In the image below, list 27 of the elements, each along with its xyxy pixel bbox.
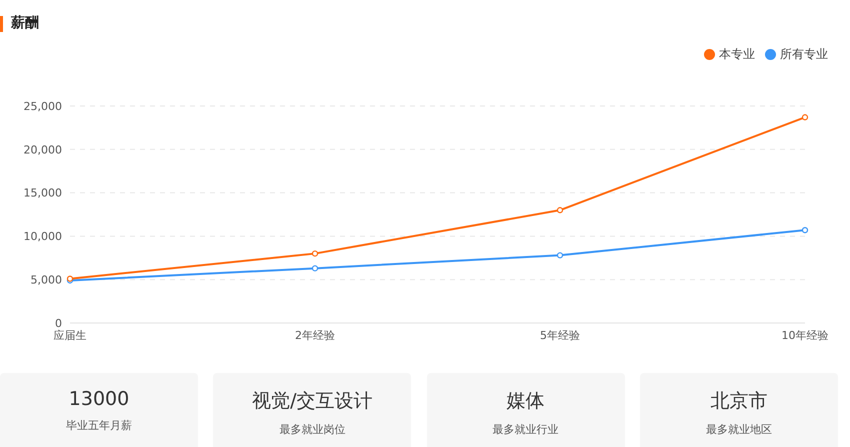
point <box>802 114 808 120</box>
y-tick-label: 10,000 <box>24 230 62 244</box>
y-tick-label: 25,000 <box>24 100 62 113</box>
x-tick-label: 5年经验 <box>540 328 580 342</box>
legend-label: 本专业 <box>719 47 755 61</box>
point <box>312 265 318 272</box>
text: 北京市 <box>709 389 768 414</box>
text: 媒体 <box>506 389 546 414</box>
y-tick-label: 0 <box>55 316 62 330</box>
text: 毕业五年月薪 <box>65 418 133 433</box>
point <box>556 207 564 214</box>
text: 13000 <box>68 388 130 410</box>
y-tick-label: 20,000 <box>24 143 62 156</box>
point <box>312 250 318 257</box>
point <box>802 227 808 234</box>
chart-title: 薪酬 <box>11 14 39 32</box>
point <box>556 252 564 258</box>
x-tick-label: 2年经验 <box>295 328 335 342</box>
text: 视觉/交互设计 <box>251 389 374 414</box>
text: 最多就业地区 <box>704 422 773 437</box>
x-tick-label: 应届生 <box>54 328 86 342</box>
y-tick-label: 5,000 <box>30 274 62 287</box>
text: 最多就业岗位 <box>278 422 346 437</box>
y-tick-label: 15,000 <box>24 186 62 200</box>
x-tick-label: 10年经验 <box>782 328 828 342</box>
legend-label: 所有专业 <box>780 47 828 61</box>
text: 最多就业行业 <box>492 422 560 437</box>
